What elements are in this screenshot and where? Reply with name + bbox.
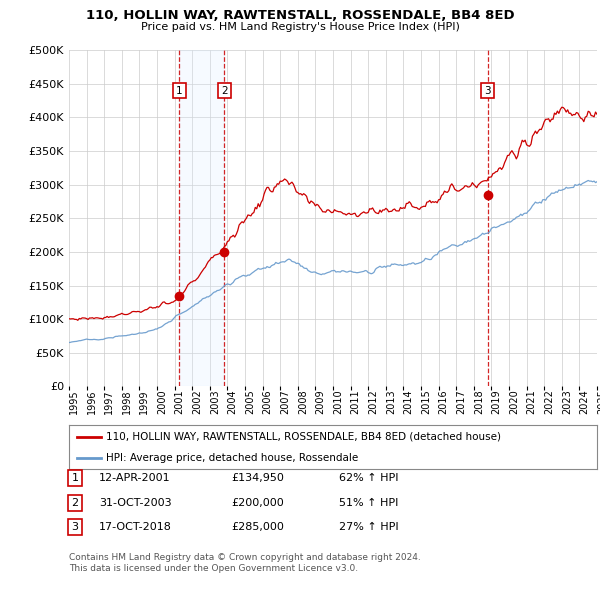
Text: 2005: 2005 — [245, 389, 255, 414]
Text: 3: 3 — [71, 522, 79, 532]
Text: 2021: 2021 — [527, 389, 536, 414]
Text: 1: 1 — [71, 473, 79, 483]
Text: 2: 2 — [221, 86, 228, 96]
Text: 1: 1 — [176, 86, 182, 96]
Text: 2020: 2020 — [509, 389, 519, 414]
Text: 2004: 2004 — [227, 389, 238, 414]
Text: 2013: 2013 — [386, 389, 396, 414]
Text: 2001: 2001 — [175, 389, 185, 414]
Text: HPI: Average price, detached house, Rossendale: HPI: Average price, detached house, Ross… — [106, 453, 358, 463]
Text: 17-OCT-2018: 17-OCT-2018 — [99, 522, 172, 532]
Text: £200,000: £200,000 — [231, 498, 284, 507]
Text: 2015: 2015 — [421, 389, 431, 414]
Text: 2006: 2006 — [263, 389, 272, 414]
Text: This data is licensed under the Open Government Licence v3.0.: This data is licensed under the Open Gov… — [69, 565, 358, 573]
Text: 2011: 2011 — [350, 389, 361, 414]
Text: 1998: 1998 — [122, 389, 132, 414]
Text: 1996: 1996 — [86, 389, 97, 414]
Text: 1997: 1997 — [104, 389, 114, 414]
Text: 2: 2 — [71, 498, 79, 507]
Text: 2012: 2012 — [368, 389, 378, 414]
Text: 2003: 2003 — [210, 389, 220, 414]
Text: 2014: 2014 — [403, 389, 413, 414]
Text: 3: 3 — [484, 86, 491, 96]
Text: 2018: 2018 — [474, 389, 484, 414]
Text: 62% ↑ HPI: 62% ↑ HPI — [339, 473, 398, 483]
Text: 110, HOLLIN WAY, RAWTENSTALL, ROSSENDALE, BB4 8ED: 110, HOLLIN WAY, RAWTENSTALL, ROSSENDALE… — [86, 9, 514, 22]
Text: £285,000: £285,000 — [231, 522, 284, 532]
Text: 2025: 2025 — [597, 389, 600, 414]
Text: Contains HM Land Registry data © Crown copyright and database right 2024.: Contains HM Land Registry data © Crown c… — [69, 553, 421, 562]
Text: 2022: 2022 — [544, 389, 554, 414]
Text: 2007: 2007 — [280, 389, 290, 414]
Text: 1995: 1995 — [69, 389, 79, 414]
Text: 2019: 2019 — [491, 389, 502, 414]
Text: Price paid vs. HM Land Registry's House Price Index (HPI): Price paid vs. HM Land Registry's House … — [140, 22, 460, 32]
Text: 2023: 2023 — [562, 389, 572, 414]
Text: 31-OCT-2003: 31-OCT-2003 — [99, 498, 172, 507]
Text: £134,950: £134,950 — [231, 473, 284, 483]
Text: 27% ↑ HPI: 27% ↑ HPI — [339, 522, 398, 532]
Text: 2010: 2010 — [333, 389, 343, 414]
Text: 12-APR-2001: 12-APR-2001 — [99, 473, 170, 483]
Text: 2002: 2002 — [192, 389, 202, 414]
Text: 2016: 2016 — [439, 389, 449, 414]
Text: 110, HOLLIN WAY, RAWTENSTALL, ROSSENDALE, BB4 8ED (detached house): 110, HOLLIN WAY, RAWTENSTALL, ROSSENDALE… — [106, 432, 501, 442]
Text: 2008: 2008 — [298, 389, 308, 414]
Text: 2024: 2024 — [580, 389, 589, 414]
Text: 1999: 1999 — [139, 389, 149, 414]
Text: 2017: 2017 — [456, 389, 466, 414]
Bar — [179, 50, 224, 386]
Text: 2009: 2009 — [316, 389, 325, 414]
Text: 51% ↑ HPI: 51% ↑ HPI — [339, 498, 398, 507]
Text: 2000: 2000 — [157, 389, 167, 414]
